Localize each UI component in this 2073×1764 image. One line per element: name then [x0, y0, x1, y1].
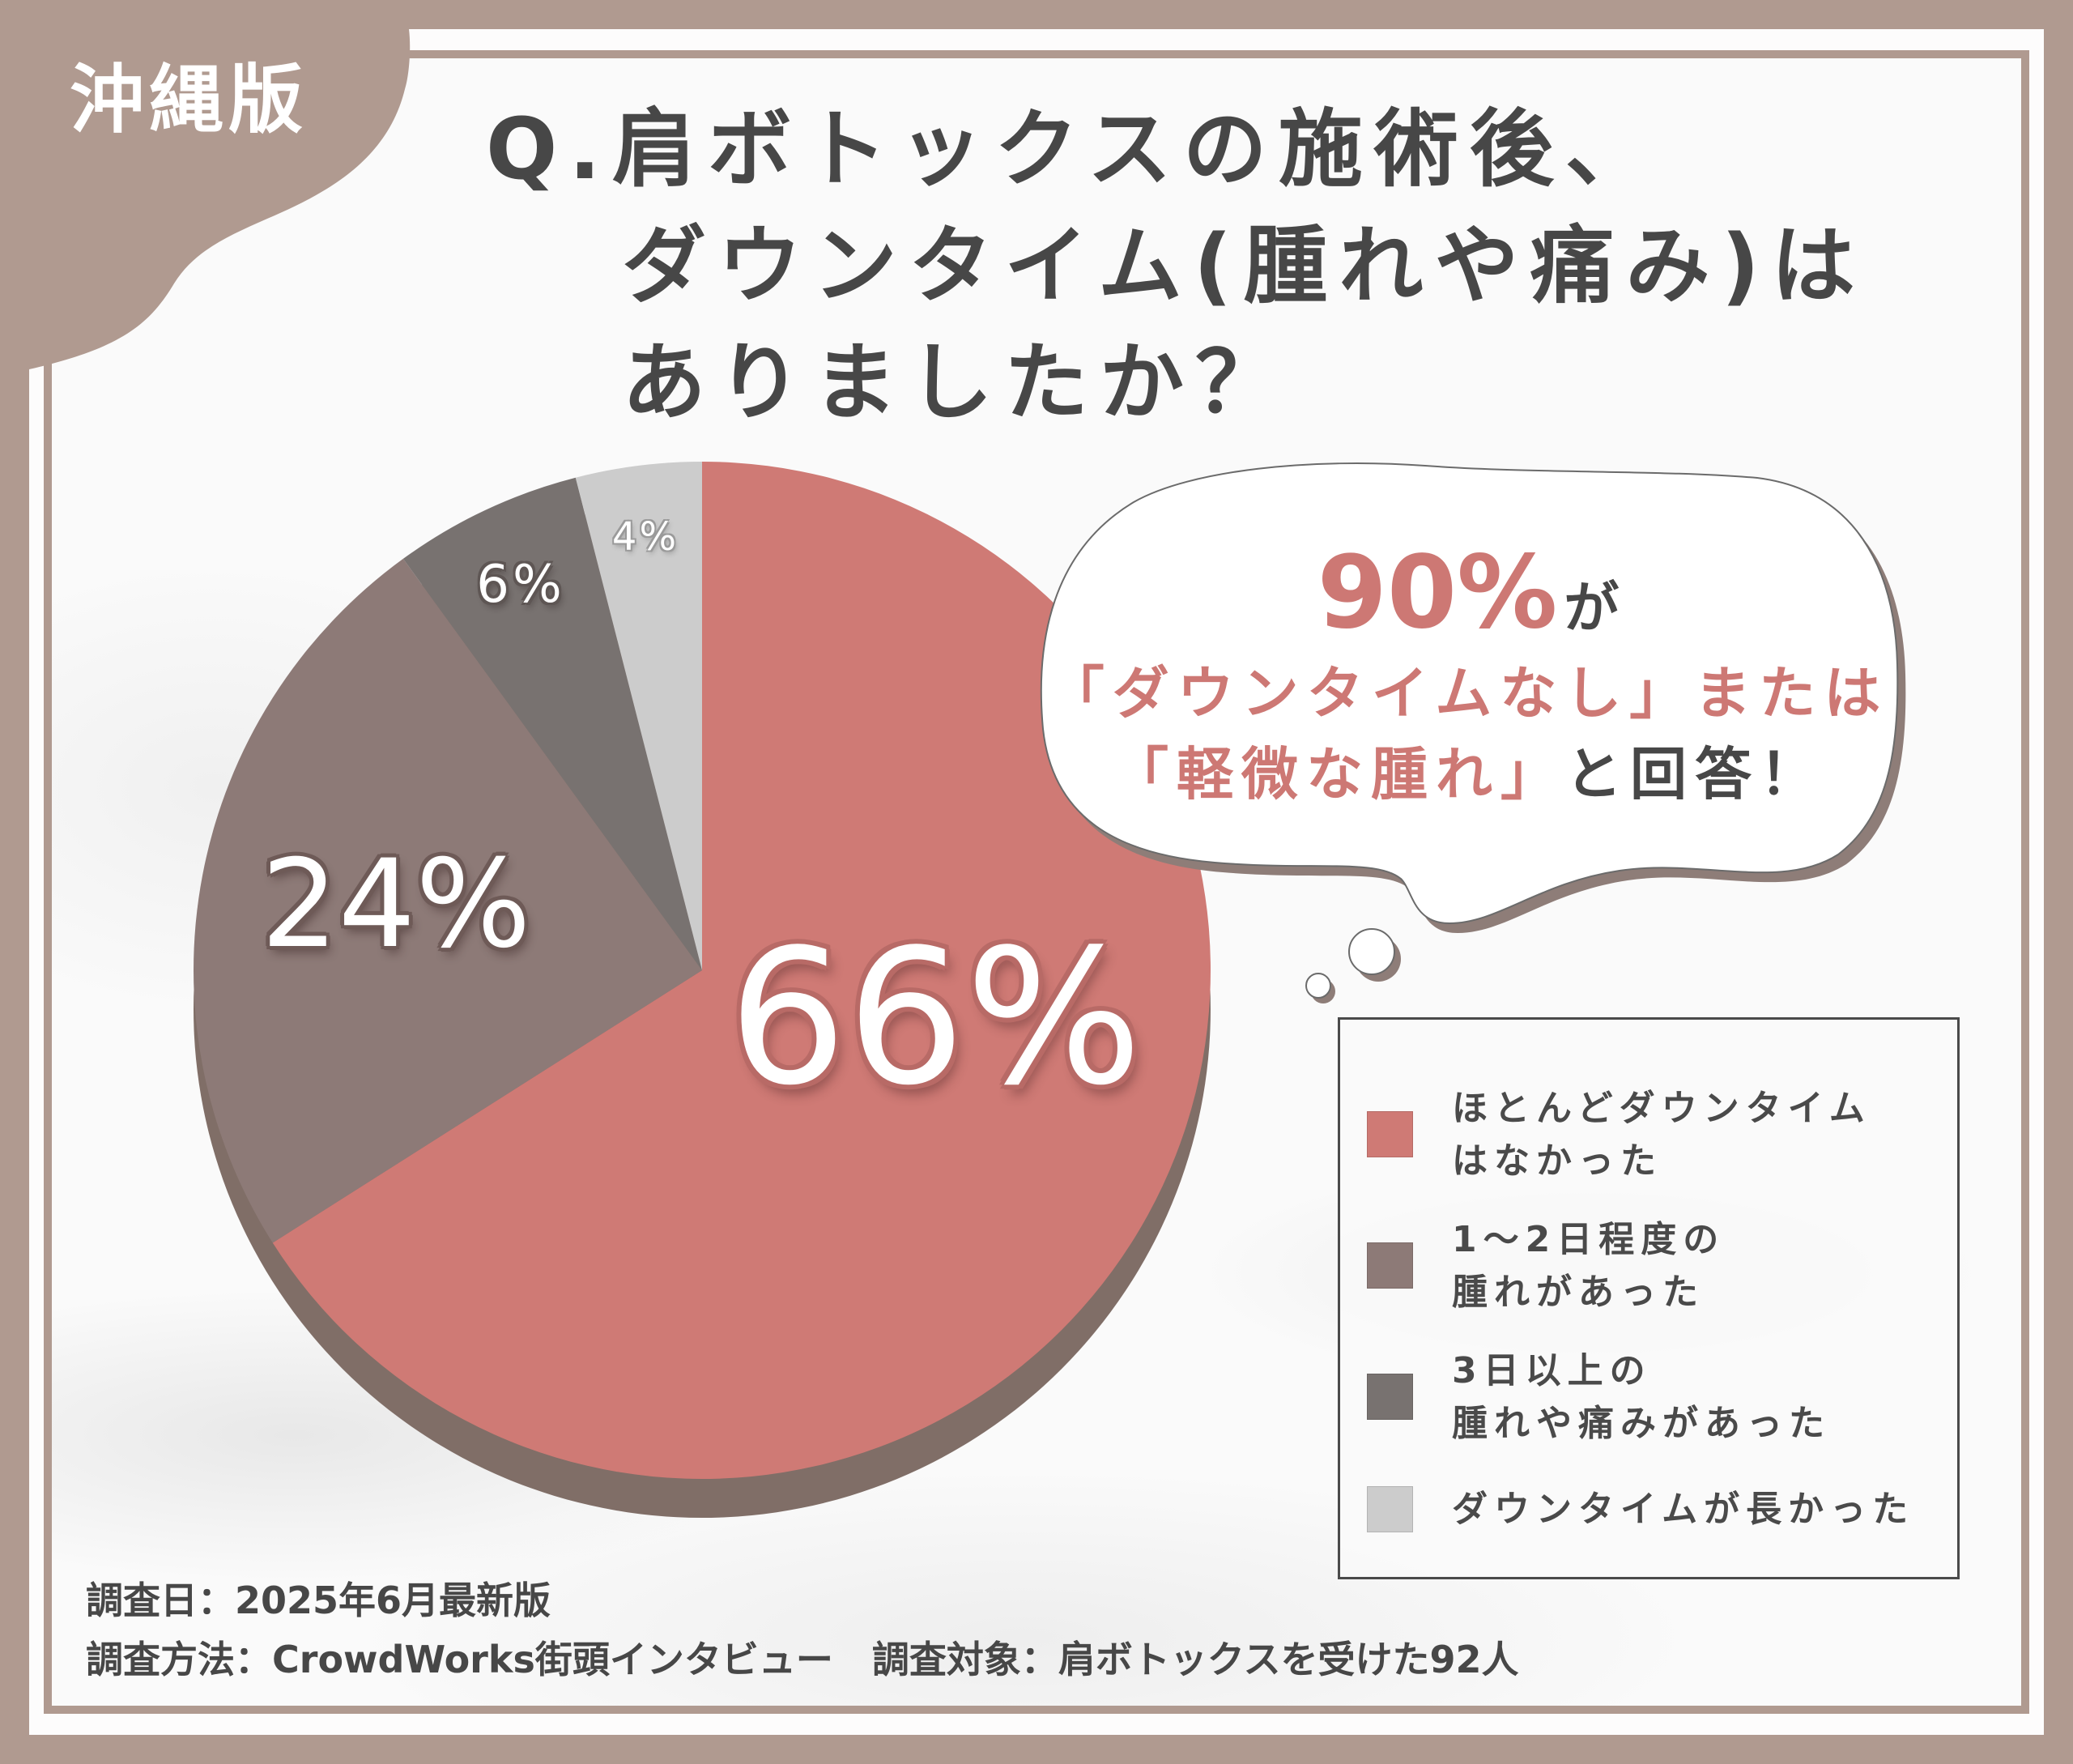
- survey-method-and-target: 調査方法：CrowdWorks街頭インタビュー 調査対象：肩ボトックスを受けた92…: [86, 1641, 1518, 1678]
- region-badge: 沖縄版: [70, 57, 309, 143]
- pie-slice: [402, 477, 702, 970]
- callout-line-3: 「軽微な腫れ」と回答！: [1039, 729, 1897, 811]
- corner-badge-shape: [0, 0, 411, 373]
- pie-label-6: 6%: [476, 555, 565, 615]
- bubble-dot-large: [1348, 928, 1395, 975]
- pie-slices: [193, 462, 1211, 1479]
- inner-border: [44, 50, 2029, 1714]
- callout-line-3-highlight: 「軽微な腫れ」: [1112, 741, 1565, 807]
- callout-highlight-suffix: が: [1564, 577, 1620, 641]
- legend-swatch: [1367, 1486, 1413, 1532]
- survey-target: 調査対象：肩ボトックスを受けた92人: [871, 1638, 1519, 1681]
- pie-slice: [272, 462, 1211, 1479]
- legend-swatch: [1367, 1242, 1413, 1289]
- bubble-dot-small: [1305, 973, 1331, 999]
- legend-label: 3日以上の 腫れや痛みがあった: [1452, 1350, 1831, 1444]
- title-line-3: ありましたか？: [622, 333, 1292, 432]
- survey-method: 調査方法：CrowdWorks街頭インタビュー: [86, 1638, 833, 1681]
- callout-highlight-value: 90%: [1317, 535, 1558, 651]
- pie-label-66: 66%: [728, 910, 1143, 1127]
- title-line-2: ダウンタイム(腫れや痛み)は: [622, 216, 1867, 315]
- title-line-1: Q.肩ボトックスの施術後、: [486, 91, 1867, 207]
- legend-label: ほとんどダウンタイム はなかった: [1452, 1088, 1871, 1182]
- pie-label-24: 24%: [261, 834, 531, 975]
- legend-label: 1〜2日程度の 腫れがあった: [1452, 1219, 1726, 1313]
- callout-line-3-suffix: と回答！: [1565, 741, 1824, 807]
- pie-chart: [193, 462, 1211, 1518]
- question-prefix: Q.: [486, 100, 612, 198]
- callout-line-1: 90% が: [1039, 535, 1897, 651]
- question-title: Q.肩ボトックスの施術後、 ダウンタイム(腫れや痛み)は ありましたか？: [486, 91, 1867, 441]
- callout-line-2: 「ダウンタイムなし」または: [1047, 660, 1889, 726]
- thought-bubble: [1040, 462, 1906, 1003]
- title-text-1: 肩ボトックスの施術後、: [611, 100, 1661, 198]
- pie-slice: [575, 462, 702, 970]
- pie-label-4: 4%: [611, 514, 679, 560]
- survey-date: 調査日：2025年6月最新版: [86, 1579, 551, 1622]
- pie-slice: [193, 558, 702, 1243]
- legend-swatch: [1367, 1374, 1413, 1420]
- legend-swatch: [1367, 1111, 1413, 1157]
- legend-label: ダウンタイムが長かった: [1452, 1489, 1915, 1530]
- chart-legend: ほとんどダウンタイム はなかった 1〜2日程度の 腫れがあった 3日以上の 腫れや痛み…: [1338, 1017, 1960, 1579]
